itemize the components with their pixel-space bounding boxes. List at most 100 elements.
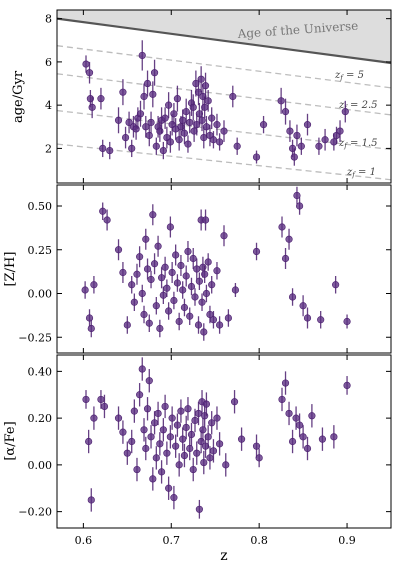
data-point xyxy=(173,279,182,287)
data-point xyxy=(99,207,107,215)
y-tick-label: 0.40 xyxy=(28,365,53,378)
data-point xyxy=(182,108,190,116)
x-tick-label: 0.7 xyxy=(163,534,181,547)
data-point xyxy=(192,79,200,88)
data-point xyxy=(299,302,307,310)
data-point xyxy=(90,281,98,289)
data-point xyxy=(202,123,211,131)
data-point xyxy=(165,101,173,109)
data-point xyxy=(208,281,216,289)
data-point xyxy=(233,142,241,150)
data-point xyxy=(179,286,187,294)
data-point xyxy=(152,302,160,310)
data-point xyxy=(286,127,294,135)
data-point xyxy=(159,291,167,299)
data-point xyxy=(123,321,131,329)
data-point xyxy=(332,281,340,289)
y-tick-label: 2 xyxy=(45,142,52,155)
data-point xyxy=(147,433,155,441)
data-point xyxy=(157,274,166,282)
data-point xyxy=(179,435,187,443)
data-point xyxy=(138,365,146,373)
data-point xyxy=(204,258,212,266)
data-point xyxy=(87,496,95,504)
data-point xyxy=(150,260,159,268)
data-point xyxy=(321,136,329,144)
data-point xyxy=(330,138,338,146)
data-point xyxy=(136,391,144,399)
data-point xyxy=(208,419,216,427)
y-tick-label: −0.25 xyxy=(18,331,52,344)
data-point xyxy=(277,97,285,105)
metallicity-data-points xyxy=(81,186,351,341)
data-point xyxy=(166,223,174,231)
data-point xyxy=(194,88,203,96)
data-point xyxy=(285,409,293,418)
data-point xyxy=(138,51,146,60)
data-point xyxy=(216,440,224,448)
data-point xyxy=(142,444,150,453)
data-point xyxy=(97,395,105,404)
panel-age-frame xyxy=(56,9,392,184)
data-point xyxy=(121,133,130,142)
data-point xyxy=(165,307,173,315)
data-point xyxy=(231,286,240,294)
data-point xyxy=(230,398,239,406)
data-point xyxy=(88,103,96,111)
metallicity-y-axis: −0.25 0.00 0.25 0.50 xyxy=(18,200,391,344)
data-point xyxy=(82,60,90,68)
data-point xyxy=(154,409,162,418)
data-point xyxy=(184,247,192,256)
data-point xyxy=(343,317,351,326)
data-point xyxy=(128,437,136,446)
data-point xyxy=(166,433,174,441)
data-point xyxy=(177,407,185,415)
data-point xyxy=(195,277,203,285)
data-point xyxy=(194,409,203,418)
data-point xyxy=(208,114,216,122)
data-point xyxy=(189,465,197,474)
data-point xyxy=(186,118,194,127)
data-point xyxy=(161,263,169,271)
data-point xyxy=(252,247,261,256)
data-point xyxy=(204,433,212,441)
y-tick-label: 0.00 xyxy=(28,459,53,472)
data-point xyxy=(133,270,141,278)
data-point xyxy=(143,265,152,273)
alpha-fe-y-axis-label: [α/Fe] xyxy=(3,421,18,460)
y-tick-label: 4 xyxy=(45,99,52,112)
data-point xyxy=(186,312,194,320)
data-point xyxy=(156,324,164,333)
data-point xyxy=(209,447,218,455)
data-point xyxy=(175,461,183,469)
data-point xyxy=(290,153,298,161)
data-point xyxy=(156,440,164,448)
data-point xyxy=(293,191,301,200)
data-point xyxy=(200,458,208,467)
data-point xyxy=(213,121,221,129)
panel-alpha-fe-frame xyxy=(56,354,392,529)
universe-age-curve xyxy=(57,17,391,65)
data-point xyxy=(220,232,228,240)
data-point xyxy=(138,289,146,298)
data-point xyxy=(201,103,209,111)
data-point xyxy=(147,275,155,284)
data-point xyxy=(281,254,290,263)
data-point xyxy=(119,88,127,96)
data-point xyxy=(295,421,304,429)
data-point xyxy=(195,505,203,513)
data-point xyxy=(145,377,153,385)
data-point xyxy=(237,435,246,443)
x-tick-label: 0.6 xyxy=(75,534,93,547)
data-point xyxy=(97,95,105,103)
data-point xyxy=(145,319,153,327)
data-point xyxy=(216,321,224,329)
data-point xyxy=(175,317,183,326)
data-point xyxy=(189,254,197,263)
data-point xyxy=(140,426,148,434)
data-point xyxy=(106,146,114,155)
data-point xyxy=(213,267,221,275)
zf-label-1p5: zf = 1.5 xyxy=(338,138,378,150)
data-point xyxy=(172,251,180,259)
data-point xyxy=(341,108,349,116)
